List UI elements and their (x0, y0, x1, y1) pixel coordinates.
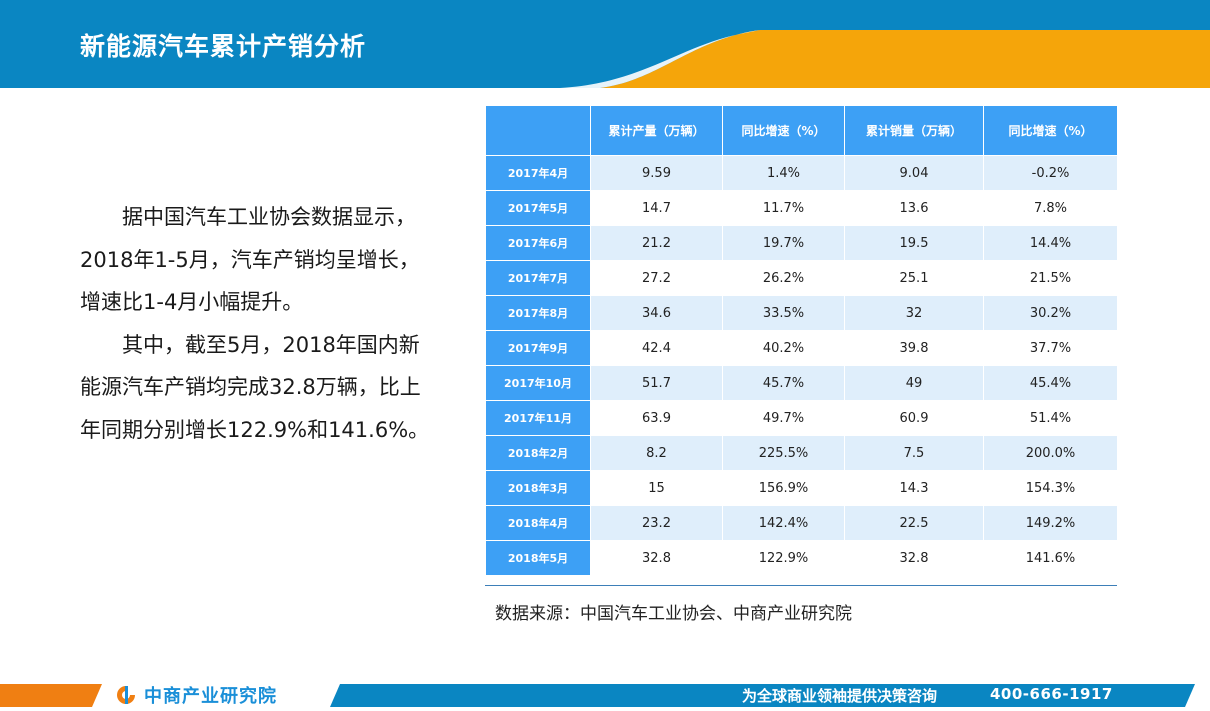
row-label: 2017年4月 (485, 155, 591, 191)
production-sales-table: 累计产量（万辆） 同比增速（%） 累计销量（万辆） 同比增速（%） 2017年4… (485, 105, 1118, 576)
table-cell: 39.8 (844, 330, 984, 366)
footer-bar (0, 680, 1210, 711)
table-cell: 14.3 (844, 470, 984, 506)
table-cell: 21.5% (983, 260, 1118, 296)
table-cell: 200.0% (983, 435, 1118, 471)
zhongshang-logo-icon (117, 686, 135, 704)
table-row: 2017年8月 34.6 33.5% 32 30.2% (485, 295, 1118, 331)
table-row: 2017年6月 21.2 19.7% 19.5 14.4% (485, 225, 1118, 261)
company-logo: 中商产业研究院 (114, 684, 277, 707)
table-cell: 25.1 (844, 260, 984, 296)
table-row: 2018年3月 15 156.9% 14.3 154.3% (485, 470, 1118, 506)
table-cell: 51.4% (983, 400, 1118, 436)
table-cell: 45.4% (983, 365, 1118, 401)
table-row: 2017年11月 63.9 49.7% 60.9 51.4% (485, 400, 1118, 436)
table-cell: 63.9 (590, 400, 723, 436)
table-cell: 154.3% (983, 470, 1118, 506)
table-cell: 49 (844, 365, 984, 401)
logo-text: 中商产业研究院 (144, 686, 277, 707)
table-cell: 51.7 (590, 365, 723, 401)
table-header-row: 累计产量（万辆） 同比增速（%） 累计销量（万辆） 同比增速（%） (485, 105, 1118, 156)
header-cell-cum-sales: 累计销量（万辆） (844, 105, 984, 156)
table-cell: 142.4% (722, 505, 845, 541)
table-cell: 13.6 (844, 190, 984, 226)
table-cell: 33.5% (722, 295, 845, 331)
table-cell: 45.7% (722, 365, 845, 401)
header-cell-sales-growth: 同比增速（%） (983, 105, 1118, 156)
table-row: 2017年5月 14.7 11.7% 13.6 7.8% (485, 190, 1118, 226)
table-cell: 22.5 (844, 505, 984, 541)
table-row: 2017年10月 51.7 45.7% 49 45.4% (485, 365, 1118, 401)
page-title: 新能源汽车累计产销分析 (80, 32, 367, 61)
header-cell-production-growth: 同比增速（%） (722, 105, 845, 156)
table-cell: 27.2 (590, 260, 723, 296)
table-cell: 30.2% (983, 295, 1118, 331)
row-label: 2017年8月 (485, 295, 591, 331)
data-source-note: 数据来源：中国汽车工业协会、中商产业研究院 (495, 604, 852, 624)
table-cell: 1.4% (722, 155, 845, 191)
table-cell: 7.5 (844, 435, 984, 471)
table-cell: 11.7% (722, 190, 845, 226)
table-cell: 40.2% (722, 330, 845, 366)
row-label: 2018年3月 (485, 470, 591, 506)
table-cell: 60.9 (844, 400, 984, 436)
table-cell: 15 (590, 470, 723, 506)
table-row: 2018年2月 8.2 225.5% 7.5 200.0% (485, 435, 1118, 471)
row-label: 2017年11月 (485, 400, 591, 436)
table-cell: 9.04 (844, 155, 984, 191)
row-label: 2018年4月 (485, 505, 591, 541)
paragraph-2: 其中，截至5月，2018年国内新能源汽车产销均完成32.8万辆，比上年同期分别增… (80, 332, 430, 442)
table-row: 2017年9月 42.4 40.2% 39.8 37.7% (485, 330, 1118, 366)
table-row: 2017年7月 27.2 26.2% 25.1 21.5% (485, 260, 1118, 296)
row-label: 2017年5月 (485, 190, 591, 226)
table-cell: 23.2 (590, 505, 723, 541)
table-row: 2017年4月 9.59 1.4% 9.04 -0.2% (485, 155, 1118, 191)
table-cell: -0.2% (983, 155, 1118, 191)
body-text: 据中国汽车工业协会数据显示， 2018年1-5月，汽车产销均呈增长，增速比1-4… (80, 196, 440, 451)
table-cell: 21.2 (590, 225, 723, 261)
table-cell: 8.2 (590, 435, 723, 471)
footer-slogan: 为全球商业领袖提供决策咨询 (742, 687, 938, 705)
table-cell: 19.5 (844, 225, 984, 261)
table-cell: 14.4% (983, 225, 1118, 261)
table-cell: 122.9% (722, 540, 845, 576)
row-label: 2017年10月 (485, 365, 591, 401)
table-cell: 149.2% (983, 505, 1118, 541)
paragraph-1: 据中国汽车工业协会数据显示， 2018年1-5月，汽车产销均呈增长，增速比1-4… (80, 205, 420, 314)
header-cell-blank (485, 105, 591, 156)
table-cell: 32 (844, 295, 984, 331)
table-cell: 34.6 (590, 295, 723, 331)
table-cell: 141.6% (983, 540, 1118, 576)
table-row: 2018年4月 23.2 142.4% 22.5 149.2% (485, 505, 1118, 541)
table-cell: 49.7% (722, 400, 845, 436)
header-cell-cum-production: 累计产量（万辆） (590, 105, 723, 156)
table-cell: 32.8 (590, 540, 723, 576)
table-cell: 32.8 (844, 540, 984, 576)
table-cell: 9.59 (590, 155, 723, 191)
table-bottom-divider (485, 585, 1117, 586)
row-label: 2017年9月 (485, 330, 591, 366)
table-row: 2018年5月 32.8 122.9% 32.8 141.6% (485, 540, 1118, 576)
row-label: 2018年2月 (485, 435, 591, 471)
footer-phone: 400-666-1917 (990, 685, 1113, 703)
table-cell: 7.8% (983, 190, 1118, 226)
row-label: 2018年5月 (485, 540, 591, 576)
row-label: 2017年6月 (485, 225, 591, 261)
row-label: 2017年7月 (485, 260, 591, 296)
table-cell: 26.2% (722, 260, 845, 296)
header-banner: 新能源汽车累计产销分析 (0, 0, 1210, 88)
table-cell: 156.9% (722, 470, 845, 506)
table-cell: 14.7 (590, 190, 723, 226)
header-background (0, 0, 1210, 88)
table-cell: 42.4 (590, 330, 723, 366)
table-cell: 225.5% (722, 435, 845, 471)
table-cell: 37.7% (983, 330, 1118, 366)
footer-background (0, 684, 1195, 707)
table-cell: 19.7% (722, 225, 845, 261)
